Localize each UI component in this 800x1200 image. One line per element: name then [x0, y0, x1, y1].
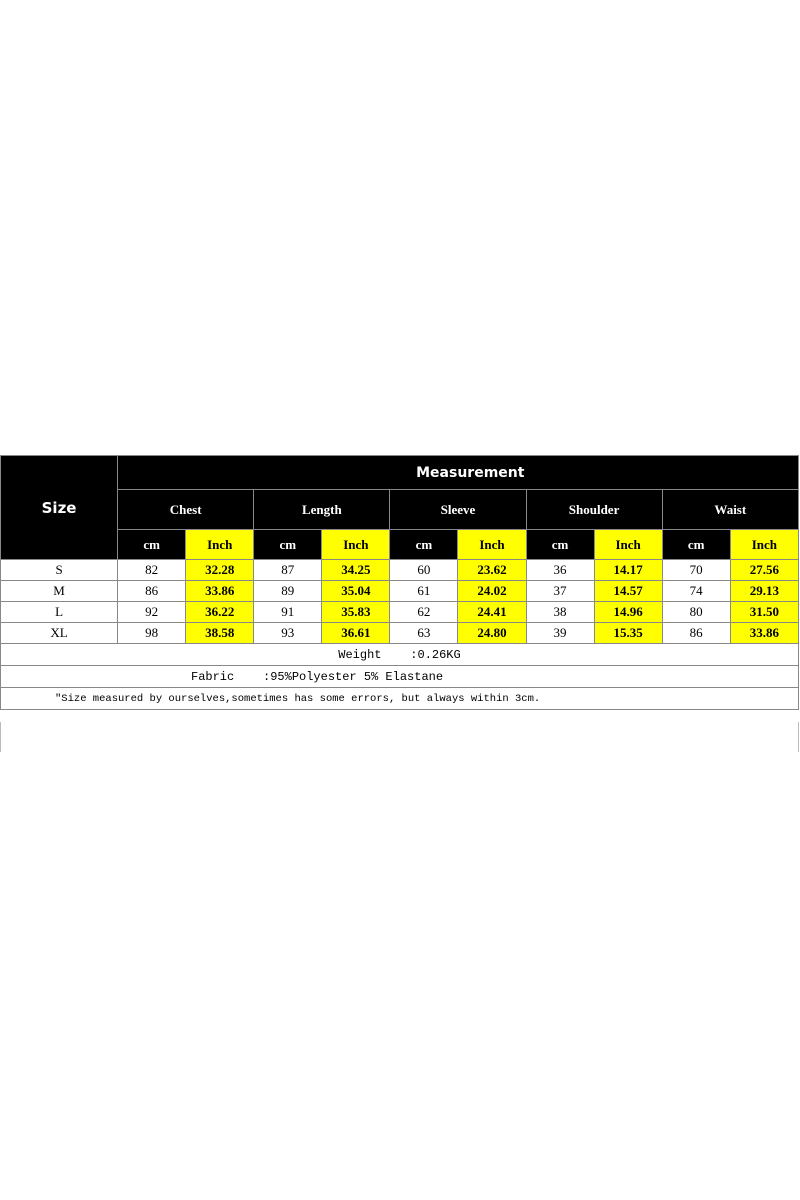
inch-cell: 29.13: [729, 580, 800, 602]
inch-cell: 24.02: [457, 580, 527, 602]
cm-cell: 98: [117, 622, 187, 644]
table-border-left: [0, 722, 1, 752]
cm-cell: 74: [661, 580, 731, 602]
unit-inch: Inch: [457, 529, 527, 560]
cm-cell: 87: [253, 559, 323, 581]
cm-cell: 93: [253, 622, 323, 644]
unit-cm: cm: [661, 529, 731, 560]
cm-cell: 63: [389, 622, 459, 644]
inch-cell: 38.58: [185, 622, 255, 644]
table-row: M 86 33.86 89 35.04 61 24.02 37 14.57 74 29.13: [0, 580, 800, 602]
table-row: L 92 36.22 91 35.83 62 24.41 38 14.96 80 31.50: [0, 601, 800, 623]
table-row: XL 98 38.58 93 36.61 63 24.80 39 15.35 86 33.86: [0, 622, 800, 644]
inch-cell: 15.35: [593, 622, 663, 644]
group-header: Sleeve: [389, 489, 527, 530]
cm-cell: 37: [525, 580, 595, 602]
inch-cell: 24.41: [457, 601, 527, 623]
inch-cell: 36.61: [321, 622, 391, 644]
note-row: "Size measured by ourselves,sometimes ha…: [0, 687, 799, 710]
inch-cell: 35.04: [321, 580, 391, 602]
cm-cell: 82: [117, 559, 187, 581]
cm-cell: 80: [661, 601, 731, 623]
unit-cm: cm: [389, 529, 459, 560]
inch-cell: 32.28: [185, 559, 255, 581]
cm-cell: 86: [117, 580, 187, 602]
size-cell: S: [0, 559, 119, 581]
cm-cell: 60: [389, 559, 459, 581]
cm-cell: 91: [253, 601, 323, 623]
cm-cell: 70: [661, 559, 731, 581]
group-header: Length: [253, 489, 391, 530]
size-cell: M: [0, 580, 119, 602]
table-row: S 82 32.28 87 34.25 60 23.62 36 14.17 70 27.56: [0, 559, 800, 581]
unit-inch: Inch: [593, 529, 663, 560]
inch-cell: 14.96: [593, 601, 663, 623]
unit-cm: cm: [117, 529, 187, 560]
inch-cell: 24.80: [457, 622, 527, 644]
unit-inch: Inch: [321, 529, 391, 560]
unit-inch: Inch: [729, 529, 800, 560]
fabric-row: Fabric :95%Polyester 5% Elastane: [0, 665, 799, 688]
inch-cell: 35.83: [321, 601, 391, 623]
inch-cell: 23.62: [457, 559, 527, 581]
inch-cell: 14.57: [593, 580, 663, 602]
size-cell: L: [0, 601, 119, 623]
cm-cell: 39: [525, 622, 595, 644]
inch-cell: 14.17: [593, 559, 663, 581]
inch-cell: 33.86: [729, 622, 800, 644]
cm-cell: 86: [661, 622, 731, 644]
unit-inch: Inch: [185, 529, 255, 560]
measurement-header: Measurement: [117, 455, 799, 490]
group-header: Shoulder: [525, 489, 663, 530]
group-header: Waist: [661, 489, 800, 530]
cm-cell: 38: [525, 601, 595, 623]
inch-cell: 27.56: [729, 559, 800, 581]
inch-cell: 31.50: [729, 601, 800, 623]
inch-cell: 36.22: [185, 601, 255, 623]
unit-cm: cm: [253, 529, 323, 560]
size-cell: XL: [0, 622, 119, 644]
size-chart-table: Size Measurement Chest Length Sleeve Should…: [0, 455, 800, 710]
group-header: Chest: [117, 489, 255, 530]
cm-cell: 62: [389, 601, 459, 623]
inch-cell: 33.86: [185, 580, 255, 602]
size-header: Size: [0, 455, 119, 560]
cm-cell: 61: [389, 580, 459, 602]
weight-row: Weight :0.26KG: [0, 643, 799, 666]
table-border-right: [798, 722, 799, 752]
unit-cm: cm: [525, 529, 595, 560]
cm-cell: 36: [525, 559, 595, 581]
cm-cell: 89: [253, 580, 323, 602]
inch-cell: 34.25: [321, 559, 391, 581]
cm-cell: 92: [117, 601, 187, 623]
